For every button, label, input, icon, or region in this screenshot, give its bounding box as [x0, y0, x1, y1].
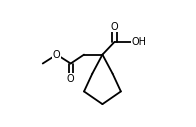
Text: O: O [53, 50, 61, 60]
Text: O: O [67, 74, 74, 84]
Text: O: O [111, 22, 118, 32]
Text: OH: OH [132, 37, 147, 47]
